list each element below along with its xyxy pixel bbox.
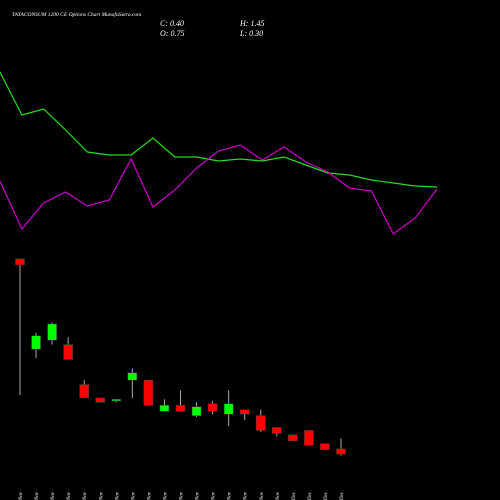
x-tick-label: 06 Nov (51, 491, 56, 500)
x-tick-label: 17 Nov (131, 491, 136, 500)
x-tick-label: 14 Nov (115, 491, 120, 500)
x-tick-label: 18 Nov (147, 491, 152, 500)
x-tick-label: 04 Nov (35, 491, 40, 500)
chart-title: TATACONSUM 1200 CE Options Chart MunafaS… (12, 11, 141, 18)
candle-body (31, 335, 41, 350)
candle-body (336, 448, 346, 455)
candle-body (143, 379, 154, 406)
indicator-line (0, 144, 438, 235)
x-tick-label: 28 Nov (276, 491, 281, 500)
candle-body (63, 344, 73, 360)
candle-body (47, 323, 57, 341)
x-tick-label: 02 Dec (308, 491, 313, 500)
candle-body (111, 399, 122, 402)
candle-body (15, 258, 25, 266)
candle-body (95, 397, 105, 403)
x-tick-label: 10 Nov (83, 491, 88, 500)
x-tick-label: 03 Nov (19, 491, 24, 500)
x-tick-label: 01 Dec (292, 491, 297, 500)
candle-body (239, 409, 250, 415)
x-tick-label: 20 Nov (180, 491, 185, 500)
candle-body (175, 405, 186, 412)
info-open: O: 0.75 (160, 29, 184, 38)
candle-body (127, 372, 138, 381)
candle-body (256, 415, 266, 431)
candle-body (159, 405, 170, 412)
x-tick-label: 25 Nov (228, 491, 233, 500)
info-high: H: 1.45 (239, 19, 264, 28)
x-tick-label: 24 Nov (212, 491, 217, 500)
candle-body (79, 384, 89, 399)
x-tick-label: 21 Nov (196, 491, 201, 500)
x-tick-label: 03 Dec (324, 491, 329, 500)
info-close: C: 0.40 (160, 19, 184, 28)
x-tick-label: 12 Nov (99, 491, 104, 500)
info-low: L: 0.30 (239, 29, 263, 38)
x-tick-label: 19 Nov (163, 491, 168, 500)
candle-body (304, 430, 314, 446)
x-tick-label: 07 Nov (67, 491, 72, 500)
indicator-line (0, 71, 438, 188)
candle-body (207, 403, 218, 412)
x-tick-label: 27 Nov (260, 491, 265, 500)
candle-body (272, 427, 282, 434)
candle-body (223, 403, 234, 415)
x-tick-label: 04 Dec (340, 491, 345, 500)
candle-body (191, 406, 202, 416)
candle-body (288, 434, 298, 442)
x-tick-label: 26 Nov (244, 491, 249, 500)
candle-body (320, 443, 330, 450)
